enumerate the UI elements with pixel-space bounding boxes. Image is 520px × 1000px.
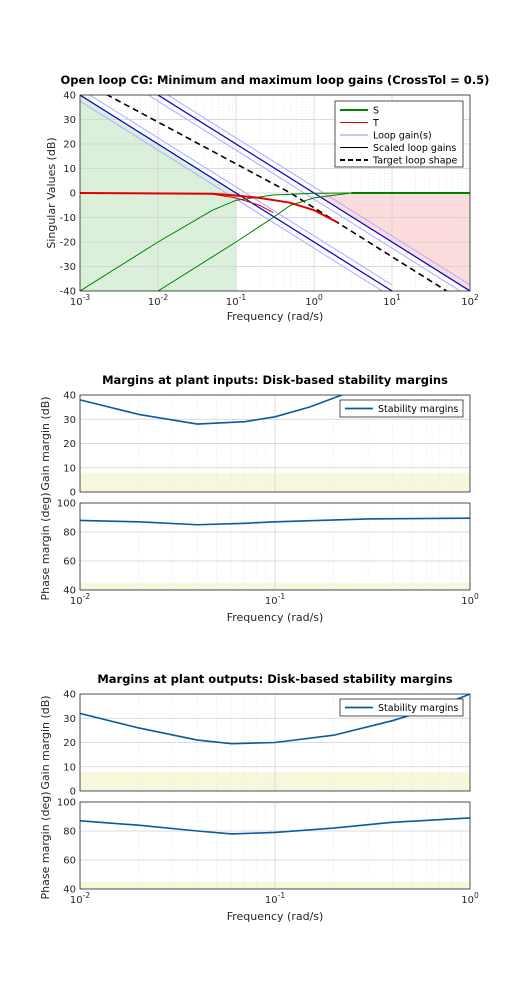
x-tick-label: 100 (461, 592, 479, 607)
t-curve-lower (212, 193, 274, 214)
legend-label: Stability margins (378, 404, 458, 415)
plot-area (80, 694, 470, 791)
legend-label: Target loop shape (372, 156, 458, 167)
y-tick-label: 40 (63, 586, 76, 597)
x-tick-label: 10-3 (70, 293, 90, 308)
loop-gain-line (166, 95, 470, 286)
singular-values-chart: Open loop CG: Minimum and maximum loop g… (45, 73, 490, 323)
y-tick-label: 0 (70, 488, 76, 499)
y-tick-label: 30 (63, 115, 76, 126)
y-axis-label: Phase margin (deg) (39, 792, 52, 900)
y-axis-label: Phase margin (deg) (39, 493, 52, 601)
axes-box (79, 502, 471, 591)
x-tick-label: 10-2 (70, 592, 90, 607)
legend-label: Stability margins (378, 703, 458, 714)
t-curve (80, 192, 338, 224)
phase-margin-subplot: 40 60 80 100 Phase margin (deg) (39, 493, 471, 601)
margin-curve (80, 517, 470, 526)
phase-margin-subplot: 40 60 80 100 Phase margin (deg) (39, 792, 471, 900)
plot-area (80, 802, 470, 889)
y-tick-label: 10 (63, 463, 76, 474)
y-tick-label: -40 (60, 287, 76, 298)
y-tick-label: 100 (57, 798, 76, 809)
legend-label: T (372, 118, 379, 129)
y-tick-label: 20 (63, 738, 76, 749)
y-tick-label: 30 (63, 714, 76, 725)
y-tick-label: -10 (60, 213, 76, 224)
axes-box (79, 94, 471, 292)
margin-curve (80, 395, 343, 425)
x-tick-label: 10-2 (70, 891, 90, 906)
y-tick-label: -20 (60, 238, 76, 249)
loop-gain-line (147, 95, 462, 291)
y-tick-label: 40 (63, 391, 76, 402)
legend-label: Loop gain(s) (373, 131, 432, 142)
y-tick-label: 30 (63, 415, 76, 426)
y-tick-label: 20 (63, 140, 76, 151)
x-tick-label: 100 (305, 293, 323, 308)
legend: Stability margins (339, 399, 464, 418)
y-tick-label: 60 (63, 557, 76, 568)
axes-box (79, 693, 471, 792)
y-tick-label: 80 (63, 827, 76, 838)
y-axis-label: Gain margin (dB) (39, 396, 52, 490)
x-axis-label: Frequency (rad/s) (227, 611, 324, 624)
legend-box (339, 399, 464, 418)
x-tick-label: 10-1 (265, 592, 285, 607)
legend-box (334, 100, 464, 168)
chart-title: Margins at plant inputs: Disk-based stab… (102, 373, 448, 387)
x-tick-label: 101 (383, 293, 401, 308)
scaled-loop-gain-min (80, 95, 393, 291)
margin-curve (80, 817, 470, 835)
loop-gain-line (80, 100, 384, 291)
x-axis-label: Frequency (rad/s) (227, 910, 324, 923)
legend: Stability margins (339, 698, 464, 717)
legend-label: S (373, 106, 379, 117)
x-tick-label: 10-2 (148, 293, 168, 308)
input-margins-chart: Margins at plant inputs: Disk-based stab… (39, 373, 479, 624)
y-axis-label: Gain margin (dB) (39, 695, 52, 789)
y-tick-label: 40 (63, 91, 76, 102)
axes-box (79, 394, 471, 493)
loop-gain-line (88, 95, 393, 286)
output-margins-chart: Margins at plant outputs: Disk-based sta… (39, 672, 479, 923)
y-tick-label: -30 (60, 262, 76, 273)
gain-margin-subplot: 0 10 20 30 40 Gain margin (dB) (39, 690, 471, 798)
chart-title: Open loop CG: Minimum and maximum loop g… (61, 73, 490, 87)
y-tick-label: 10 (63, 762, 76, 773)
x-tick-label: 10-1 (226, 293, 246, 308)
x-axis-label: Frequency (rad/s) (227, 310, 324, 323)
y-tick-label: 60 (63, 856, 76, 867)
legend: ST Loop gain(s)Scaled loop gains Target lo… (334, 100, 464, 168)
y-tick-label: 40 (63, 690, 76, 701)
legend-label: Scaled loop gains (373, 143, 456, 154)
plot-area (80, 395, 470, 492)
chart-title: Margins at plant outputs: Disk-based sta… (97, 672, 452, 686)
x-tick-label: 100 (461, 891, 479, 906)
x-tick-label: 102 (461, 293, 479, 308)
y-tick-label: 0 (70, 787, 76, 798)
target-loop-shape (105, 95, 449, 291)
plot-area (80, 503, 470, 590)
x-tick-label: 10-1 (265, 891, 285, 906)
y-tick-label: 0 (70, 189, 76, 200)
plot-area (80, 95, 470, 291)
y-tick-label: 100 (57, 499, 76, 510)
gain-margin-subplot: 0 10 20 30 40 Gain margin (dB) (39, 391, 471, 499)
y-tick-label: 10 (63, 164, 76, 175)
y-axis-label: Singular Values (dB) (45, 137, 58, 248)
legend-box (339, 698, 464, 717)
y-tick-label: 80 (63, 528, 76, 539)
axes-box (79, 801, 471, 890)
y-tick-label: 20 (63, 439, 76, 450)
y-tick-label: 40 (63, 885, 76, 896)
